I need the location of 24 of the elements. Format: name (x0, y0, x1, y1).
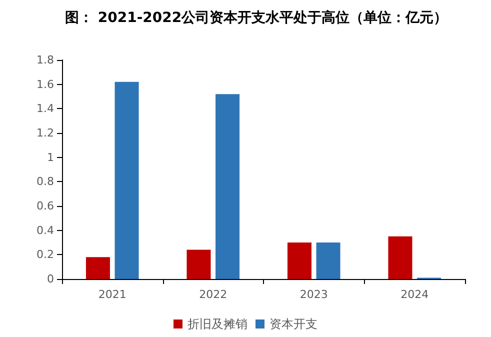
bar (316, 242, 340, 279)
legend-label: 折旧及摊销 (188, 317, 248, 331)
chart-title: 图： 2021-2022公司资本开支水平处于高位（单位：亿元） (65, 9, 448, 26)
y-tick-label: 0 (47, 272, 54, 286)
bar (287, 242, 312, 279)
y-tick-label: 0.4 (36, 224, 54, 237)
bar (216, 94, 240, 279)
bar (86, 257, 110, 279)
y-tick-label: 0.6 (36, 200, 54, 212)
x-tick-label: 2023 (300, 288, 328, 301)
y-tick-label: 0.8 (36, 175, 54, 188)
bar (186, 250, 211, 279)
y-tick-label: 1 (47, 150, 54, 164)
bar (388, 236, 412, 279)
y-tick-label: 1.4 (36, 102, 54, 116)
y-tick-label: 0.2 (36, 248, 54, 262)
y-tick-label: 1.8 (36, 54, 54, 66)
x-tick-label: 2021 (98, 288, 126, 301)
y-tick-label: 1.2 (36, 126, 54, 140)
x-tick-label: 2024 (400, 288, 429, 301)
y-tick-label: 1.6 (36, 78, 54, 91)
bar (114, 82, 139, 279)
x-tick-label: 2022 (199, 288, 228, 301)
legend-label: 资本开支 (270, 317, 318, 331)
